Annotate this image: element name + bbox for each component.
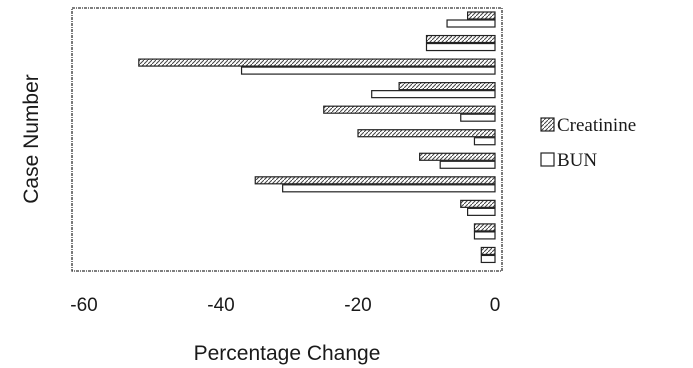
legend-swatch-bun (540, 152, 555, 167)
legend-label-creatinine: Creatinine (557, 115, 636, 136)
y-axis-title: Case Number (20, 74, 43, 204)
x-tick-label: 0 (490, 295, 501, 316)
x-tick-label: -20 (344, 295, 371, 316)
legend-swatch-creatinine (540, 117, 555, 132)
bar-bun-case-2 (425, 42, 496, 52)
bar-creatinine-case-3 (138, 58, 496, 67)
bar-creatinine-case-11 (480, 246, 496, 256)
bars-group (138, 11, 496, 264)
bar-bun-case-1 (446, 19, 496, 28)
bar-bun-case-8 (282, 184, 496, 193)
bar-bun-case-9 (467, 207, 496, 216)
bar-creatinine-case-6 (357, 129, 496, 138)
bar-bun-case-4 (371, 90, 496, 99)
x-tick-label: -60 (70, 295, 97, 316)
bar-bun-case-6 (473, 137, 496, 146)
bar-bun-case-3 (240, 66, 496, 75)
bar-creatinine-case-8 (254, 176, 496, 185)
x-axis-title: Percentage Change (194, 342, 381, 365)
bar-bun-case-11 (480, 254, 496, 264)
bar-bun-case-10 (473, 231, 496, 240)
x-tick-label: -40 (207, 295, 234, 316)
bar-creatinine-case-2 (425, 34, 496, 44)
bar-creatinine-case-5 (323, 105, 496, 114)
x-axis-ticks: -60 -40 -20 0 (70, 295, 500, 316)
bar-creatinine-case-7 (419, 152, 496, 161)
legend: Creatinine BUN (540, 115, 636, 171)
legend-label-bun: BUN (557, 150, 597, 171)
plot-frame (71, 7, 503, 272)
bar-bun-case-5 (460, 113, 496, 122)
bar-creatinine-case-4 (398, 82, 496, 91)
bar-creatinine-case-1 (467, 11, 496, 20)
bar-creatinine-case-10 (473, 223, 496, 232)
bar-creatinine-case-9 (460, 199, 496, 208)
bar-bun-case-7 (439, 160, 496, 169)
